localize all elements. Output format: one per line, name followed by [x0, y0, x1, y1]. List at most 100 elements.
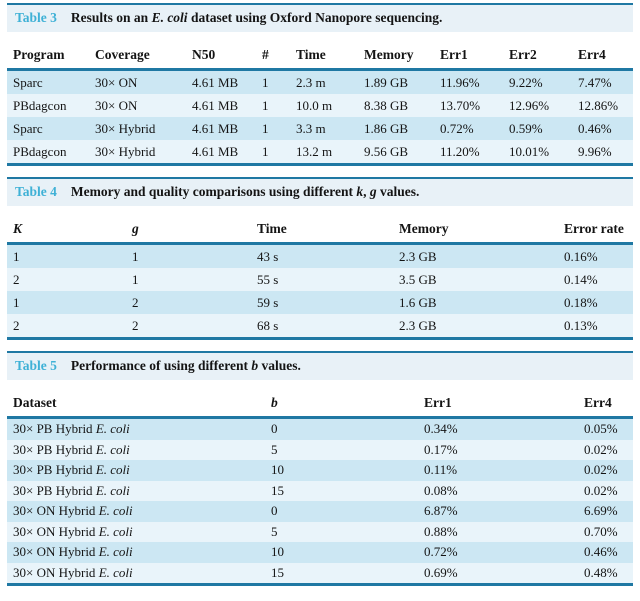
column-header: b: [265, 393, 418, 419]
table-cell: 0.18%: [564, 295, 598, 310]
text-segment: E. coli: [98, 564, 133, 580]
text-segment: Memory and quality comparisons using dif…: [70, 184, 357, 199]
table-cell: 30× PB Hybrid E. coli: [7, 418, 265, 440]
text-segment: 30× PB Hybrid: [13, 441, 96, 457]
table3: Program Coverage N50 # Time Memory Err1 Err2 Err…: [7, 45, 633, 166]
column-header: Time: [251, 219, 393, 245]
table-cell: 0.13%: [564, 318, 598, 333]
table-cell: 0.88%: [424, 523, 458, 539]
column-header: N50: [186, 45, 256, 71]
table-cell: 1: [132, 249, 139, 264]
table-cell: 1.86 GB: [364, 121, 409, 136]
table-cell: 30× ON: [95, 98, 138, 113]
table5-caption-text: Performance of using different b values.: [71, 358, 301, 374]
table4-body: 1 1 43 s 2.3 GB 0.16% 2 1 55 s 3.5 GB 0.14% 1 2 59 s…: [7, 243, 633, 339]
table-cell: 30× Hybrid: [95, 144, 156, 159]
table-cell: 30× ON: [95, 75, 138, 90]
table-cell: 2: [132, 295, 139, 310]
table3-section: Table 3 Results on an E. coli dataset us…: [7, 3, 633, 166]
table-cell: 5: [271, 441, 278, 457]
table-cell: 13.70%: [440, 98, 481, 113]
table-cell: 0.14%: [564, 272, 598, 287]
text-segment: 30× ON Hybrid: [13, 503, 99, 518]
column-header: Memory: [358, 45, 434, 71]
text-segment: 30× ON Hybrid: [13, 523, 99, 539]
table-row: Sparc 30× Hybrid 4.61 MB 1 3.3 m 1.86 GB 0.72%…: [7, 117, 633, 140]
table-cell: PBdagcon: [13, 144, 67, 159]
table-cell: 6.87%: [424, 503, 458, 518]
column-header: Program: [7, 45, 89, 71]
column-header: Err1: [418, 393, 578, 419]
table3-caption-text: Results on an E. coli dataset using Oxfo…: [71, 10, 442, 26]
text-segment: 30× ON Hybrid: [13, 564, 99, 580]
column-header: Memory: [393, 219, 558, 245]
text-segment: E. coli: [95, 482, 130, 498]
table-cell: 3.3 m: [296, 121, 326, 136]
table-cell: 8.38 GB: [364, 98, 409, 113]
table-cell: Sparc: [13, 121, 43, 136]
table-cell: 59 s: [257, 295, 279, 310]
table-cell: 15: [271, 482, 284, 498]
table-cell: 11.20%: [440, 144, 480, 159]
table-cell: 11.96%: [440, 75, 480, 90]
table-cell: 0.02%: [584, 441, 618, 457]
table5-caption-label: Table 5: [15, 358, 57, 373]
text-segment: b: [271, 395, 278, 410]
text-segment: E. coli: [95, 462, 130, 477]
table-row: Sparc 30× ON 4.61 MB 1 2.3 m 1.89 GB 11.96% 9.2…: [7, 69, 633, 94]
table-cell: 0.72%: [440, 121, 474, 136]
table-cell: 0.59%: [509, 121, 543, 136]
table-cell: 0.08%: [424, 482, 458, 498]
table-cell: 1: [262, 121, 269, 136]
column-header: Err4: [578, 393, 633, 419]
table-cell: 30× ON Hybrid E. coli: [7, 501, 265, 522]
table-cell: 2: [13, 318, 20, 333]
table-cell: 10: [271, 544, 284, 559]
table-cell: 55 s: [257, 272, 279, 287]
table-cell: 3.5 GB: [399, 272, 437, 287]
table-cell: 0.46%: [584, 544, 618, 559]
column-header: Error rate: [558, 219, 633, 245]
table-cell: 1: [132, 272, 139, 287]
table-row: 30× PB Hybrid E. coli 10 0.11% 0.02%: [7, 460, 633, 481]
table-cell: 30× PB Hybrid E. coli: [7, 440, 265, 461]
table-cell: 0.69%: [424, 564, 458, 580]
table-cell: 0.11%: [424, 462, 458, 477]
table-cell: 68 s: [257, 318, 279, 333]
table-cell: 1.6 GB: [399, 295, 437, 310]
table-cell: 0: [271, 421, 278, 436]
text-segment: E. coli: [151, 10, 188, 25]
table-cell: 1: [262, 98, 269, 113]
table4-top-rule: [7, 177, 633, 179]
table-cell: 4.61 MB: [192, 144, 239, 159]
text-segment: E. coli: [98, 503, 133, 518]
table-cell: 4.61 MB: [192, 75, 239, 90]
table-cell: 2: [132, 318, 139, 333]
text-segment: ,: [363, 184, 370, 199]
text-segment: 30× PB Hybrid: [13, 482, 96, 498]
text-segment: Performance of using different: [70, 358, 252, 373]
table-cell: 2: [13, 272, 20, 287]
text-segment: E. coli: [98, 523, 133, 539]
table5-section: Table 5 Performance of using different b…: [7, 351, 633, 586]
table-row: 30× PB Hybrid E. coli 5 0.17% 0.02%: [7, 439, 633, 461]
table-cell: 0.46%: [578, 121, 612, 136]
table-cell: 0.02%: [584, 482, 618, 498]
table-cell: 2.3 GB: [399, 249, 437, 264]
table4-caption-text: Memory and quality comparisons using dif…: [71, 184, 420, 200]
table-row: 2 1 55 s 3.5 GB 0.14%: [7, 268, 633, 291]
table-cell: 2.3 m: [296, 75, 326, 90]
table-cell: 4.61 MB: [192, 121, 239, 136]
table-cell: 13.2 m: [296, 144, 333, 159]
table-cell: 2.3 GB: [399, 318, 437, 333]
text-segment: 30× ON Hybrid: [13, 544, 99, 559]
text-segment: values.: [376, 184, 420, 199]
table-cell: 0.48%: [584, 564, 618, 580]
table-cell: 30× Hybrid: [95, 121, 156, 136]
table-row: PBdagcon 30× Hybrid 4.61 MB 1 13.2 m 9.56 GB 1…: [7, 140, 633, 165]
table-cell: 7.47%: [578, 75, 612, 90]
table-cell: 30× ON Hybrid E. coli: [7, 563, 265, 585]
table-cell: 6.69%: [584, 503, 618, 518]
text-segment: b: [251, 358, 259, 373]
